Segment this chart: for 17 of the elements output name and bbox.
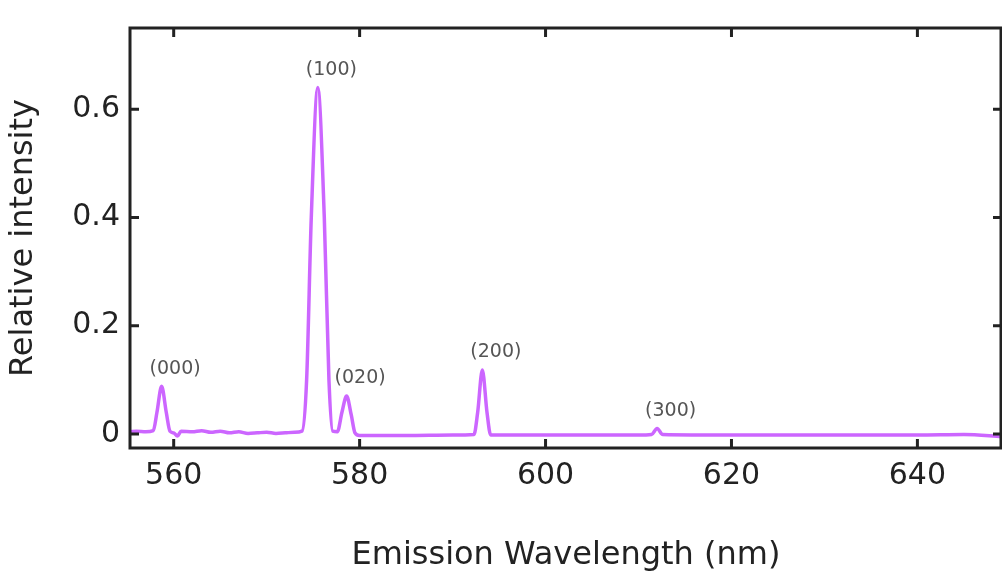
- annotation: (200): [470, 339, 522, 362]
- y-tick-label: 0.2: [72, 305, 120, 341]
- annotation: (300): [645, 397, 697, 420]
- x-tick-label: 640: [888, 455, 947, 491]
- x-tick-label: 620: [702, 455, 761, 491]
- annotation: (100): [305, 56, 357, 79]
- y-tick-label: 0: [100, 413, 120, 449]
- annotation: (000): [149, 355, 201, 378]
- annotation: (020): [334, 365, 386, 388]
- x-tick-label: 580: [330, 455, 389, 491]
- x-tick-label: 560: [145, 455, 203, 491]
- line-series: [130, 85, 1002, 439]
- y-axis-title: Relative intensity: [1, 99, 40, 377]
- y-tick-label: 0.4: [72, 197, 120, 233]
- x-tick-label: 600: [516, 455, 575, 491]
- y-tick-label: 0.6: [72, 88, 120, 124]
- x-axis-title: Emission Wavelength (nm): [351, 534, 781, 573]
